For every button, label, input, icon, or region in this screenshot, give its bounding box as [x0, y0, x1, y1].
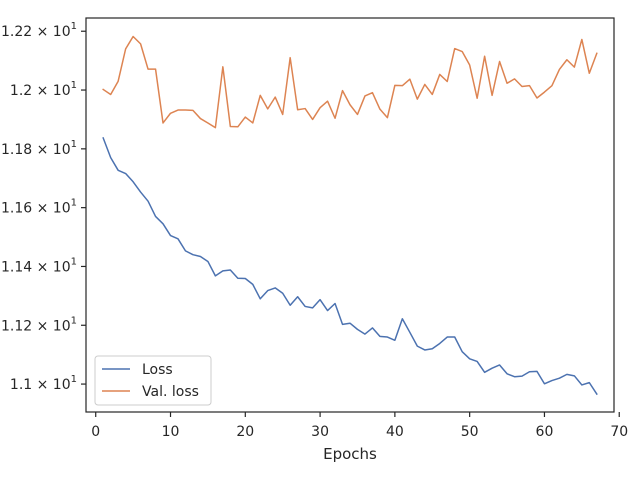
y-tick-label: 1.2 × 101: [10, 80, 77, 99]
x-tick-label: 60: [536, 424, 554, 440]
x-tick-label: 0: [91, 424, 100, 440]
axes-layer: 0 10 20 30 40 50 60 70 1.1 × 101 1.12 × 101 1.14 ×…: [1, 17, 628, 463]
y-tick-label: 1.14 × 101: [1, 256, 77, 275]
plot-area: [86, 18, 614, 412]
series-line-loss: [102, 136, 598, 396]
x-axis-label: Epochs: [323, 445, 377, 463]
series-line-val-loss: [102, 35, 598, 129]
x-tick-label: 70: [610, 424, 628, 440]
plot-background: [86, 18, 614, 412]
x-tick-label: 20: [236, 424, 254, 440]
y-tick-label: 1.16 × 101: [1, 198, 77, 217]
x-tick-label: 10: [162, 424, 180, 440]
series-layer: [102, 35, 598, 396]
y-tick-label: 1.12 × 101: [1, 315, 77, 334]
y-tick-label: 1.18 × 101: [1, 139, 77, 158]
x-tick-label: 40: [386, 424, 404, 440]
legend-label: Loss: [142, 362, 173, 378]
y-tick-label: 1.22 × 101: [1, 21, 77, 40]
axes-frame: [85, 17, 615, 413]
x-tick-label: 30: [311, 424, 329, 440]
y-tick-label: 1.1 × 101: [10, 374, 77, 393]
x-tick-label: 50: [461, 424, 479, 440]
legend-label: Val. loss: [142, 384, 199, 400]
legend: Loss Val. loss: [94, 355, 212, 406]
